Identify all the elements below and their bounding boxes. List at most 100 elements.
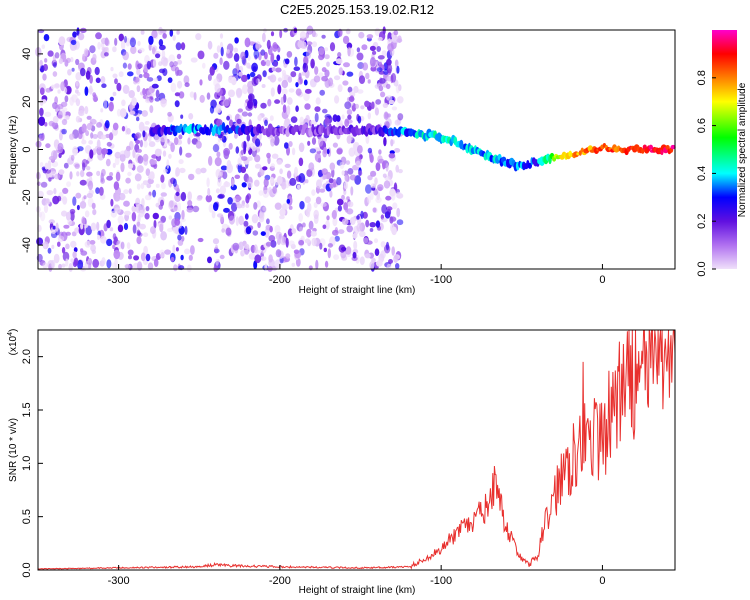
spectrogram-cell — [228, 215, 235, 225]
spectrogram-cell — [136, 85, 141, 93]
spectrogram-cell — [274, 99, 281, 104]
spectrogram-cell — [299, 78, 303, 84]
spectrogram-cell — [286, 97, 293, 105]
spectrogram-cell — [122, 84, 130, 94]
spectrogram-cell — [43, 34, 50, 42]
spectrogram-cell — [228, 76, 234, 84]
spectrogram-cell — [154, 148, 162, 157]
spectrogram-cell — [270, 163, 276, 169]
spectrogram-cell — [388, 99, 395, 105]
spectrogram-cell — [288, 141, 293, 147]
spectrogram-cell — [58, 263, 62, 270]
spectrogram-cell — [247, 112, 253, 117]
spectrogram-cell — [159, 249, 165, 258]
spectrogram-cell — [257, 114, 262, 121]
spectrogram-cell — [179, 167, 186, 174]
spectrogram-cell — [341, 114, 345, 120]
spectrogram-ridge-cell — [207, 129, 211, 136]
spectrogram-cell — [274, 202, 282, 210]
spectrogram-y-label: Frequency (Hz) — [8, 116, 19, 185]
spectrogram-ridge-cell — [665, 145, 670, 150]
spectrogram-cell — [92, 53, 97, 61]
colorbar-tick-label: 0.4 — [696, 166, 708, 181]
spectrogram-cell — [184, 82, 190, 88]
spectrogram-cell — [136, 68, 141, 76]
spectrogram-cell — [175, 167, 181, 177]
spectrogram-cell — [328, 178, 334, 184]
spectrogram-cell — [53, 83, 60, 89]
spectrogram-cell — [53, 62, 57, 68]
spectrogram-cell — [334, 95, 340, 104]
spectrogram-cell — [67, 69, 72, 76]
spectrogram-cell — [384, 112, 388, 119]
snr-panel: -300 -200 -100 0 0.0 0.5 1.0 1.5 2.0 Height of s… — [7, 329, 676, 596]
spectrogram-cell — [282, 104, 287, 113]
spectrogram-cell — [116, 239, 122, 250]
spectrogram-cell — [48, 156, 56, 161]
spectrogram-cell — [44, 58, 48, 63]
spectrogram-cell — [251, 214, 259, 224]
spectrogram-cell — [253, 244, 258, 254]
spectrogram-cell — [266, 152, 271, 159]
spectrogram-cell — [122, 62, 127, 69]
spectrogram-cell — [150, 159, 157, 165]
spectrogram-cell — [271, 67, 276, 72]
spectrogram-cell — [143, 140, 148, 148]
spectrogram-cell — [135, 132, 142, 139]
spectrogram-cell — [262, 166, 268, 171]
spectrogram-cell — [237, 108, 243, 113]
colorbar: 0.0 0.2 0.4 0.6 0.8 Normalized spectral ampl… — [696, 30, 748, 277]
spectrogram-cell — [281, 88, 288, 95]
spectrogram-cell — [88, 262, 92, 270]
spectrogram-cell — [284, 163, 291, 168]
spectrogram-cell — [293, 66, 301, 71]
spectrogram-cell — [147, 178, 154, 185]
snr-y-tick-label: 2.0 — [21, 349, 33, 364]
spectrogram-cell — [240, 156, 248, 161]
spectrogram-cell — [386, 63, 393, 74]
spectrogram-cell — [158, 61, 163, 67]
spectrogram-cell — [170, 256, 175, 262]
spectrogram-cell — [44, 111, 52, 118]
spectrogram-cell — [327, 243, 333, 248]
spectrogram-cell — [96, 170, 101, 177]
spectrogram-cell — [97, 41, 101, 50]
spectrogram-cell — [58, 152, 62, 159]
spectrogram-cell — [345, 28, 351, 35]
spectrogram-cell — [268, 254, 273, 263]
spectrogram-cell — [61, 118, 68, 126]
spectrogram-cell — [79, 201, 87, 209]
spectrogram-cell — [166, 159, 170, 170]
spectrogram-cell — [275, 249, 282, 258]
spectrogram-cell — [113, 181, 120, 191]
spectrogram-cell — [174, 92, 181, 97]
spectrogram-cell — [270, 178, 274, 184]
spectrogram-cell — [121, 99, 126, 107]
spectrogram-cell — [324, 69, 330, 78]
spectrogram-cell — [128, 188, 132, 195]
spectrogram-cell — [336, 198, 344, 206]
spectrogram-cell — [244, 37, 251, 48]
spectrogram-cell — [314, 112, 319, 123]
spectrogram-cell — [70, 240, 77, 248]
spectrogram-cell — [87, 180, 94, 191]
spectrogram-cell — [132, 149, 136, 159]
spectrogram-cell — [378, 149, 382, 155]
spectrogram-cell — [306, 49, 312, 59]
spectrogram-cell — [306, 41, 313, 46]
spectrogram-cell — [152, 189, 157, 198]
spectrogram-cell — [41, 44, 46, 49]
spectrogram-cell — [69, 96, 74, 106]
spectrogram-cell — [160, 99, 168, 107]
spectrogram-cell — [195, 132, 201, 137]
spectrogram-cell — [385, 83, 391, 90]
spectrogram-cell — [45, 168, 52, 174]
spectrogram-cell — [215, 258, 219, 266]
spectrogram-cell — [215, 188, 220, 194]
spectrogram-cell — [92, 258, 100, 268]
spectrogram-cell — [313, 214, 319, 225]
spectrogram-cell — [366, 34, 374, 39]
spectrogram-cell — [268, 235, 276, 242]
spectrogram-cell — [80, 170, 85, 178]
spectrogram-cell — [57, 195, 62, 202]
